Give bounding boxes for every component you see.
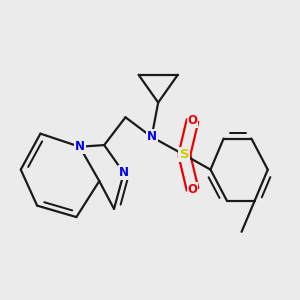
- Text: O: O: [188, 183, 197, 196]
- Text: O: O: [188, 114, 197, 127]
- Text: N: N: [147, 130, 157, 143]
- Text: N: N: [119, 167, 129, 179]
- Text: S: S: [179, 148, 189, 161]
- Text: N: N: [75, 140, 85, 153]
